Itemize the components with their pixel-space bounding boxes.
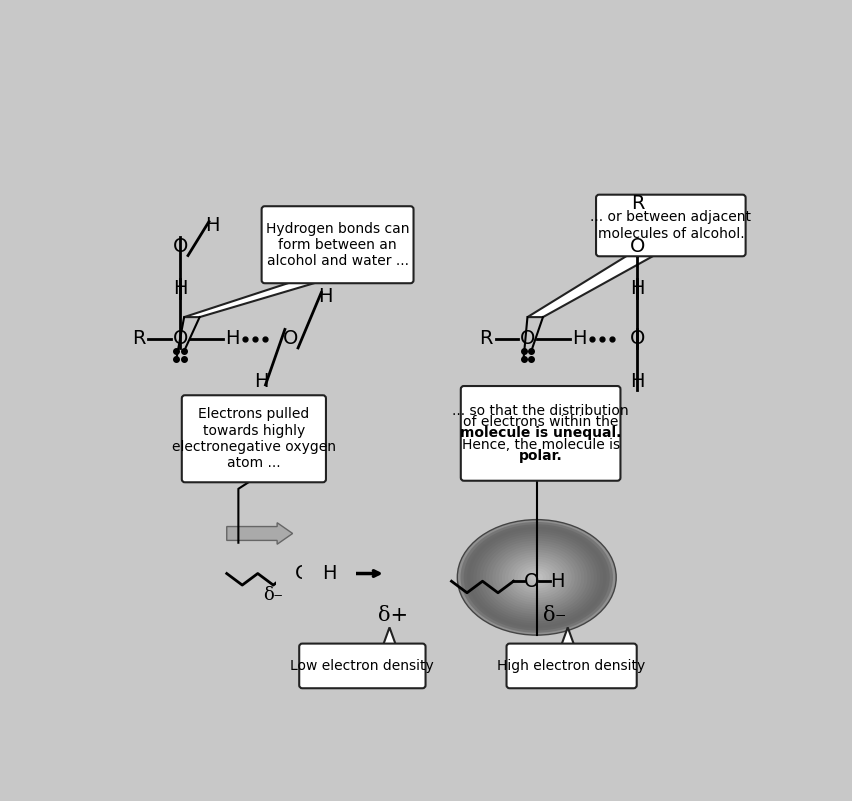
Text: Hence, the molecule is: Hence, the molecule is [461,437,619,452]
Text: δ+: δ+ [378,606,408,626]
Ellipse shape [517,564,556,591]
Text: High electron density: High electron density [497,659,645,673]
Ellipse shape [492,545,580,610]
Text: Low electron density: Low electron density [291,659,434,673]
Ellipse shape [508,557,565,598]
FancyArrow shape [227,523,292,544]
Ellipse shape [463,524,609,630]
Text: H: H [321,564,336,583]
Text: H: H [550,572,564,590]
Ellipse shape [466,526,606,628]
Text: H: H [225,329,239,348]
Text: H: H [318,287,332,306]
FancyBboxPatch shape [506,643,636,688]
Text: H: H [205,216,220,235]
Ellipse shape [514,562,558,594]
Text: O: O [295,564,310,583]
Ellipse shape [495,547,578,607]
FancyBboxPatch shape [262,206,413,284]
Ellipse shape [482,538,590,617]
Ellipse shape [457,520,615,635]
Ellipse shape [533,575,539,580]
Text: Hydrogen bonds can
form between an
alcohol and water ...: Hydrogen bonds can form between an alcoh… [266,222,409,268]
Ellipse shape [469,529,602,626]
Ellipse shape [523,568,549,586]
Text: O: O [172,237,187,256]
Text: polar.: polar. [518,449,561,463]
Ellipse shape [510,559,561,596]
Text: molecule is unequal.: molecule is unequal. [459,426,620,441]
Ellipse shape [498,549,574,605]
Ellipse shape [501,552,571,603]
FancyBboxPatch shape [596,195,745,256]
Ellipse shape [530,573,543,582]
Ellipse shape [473,531,600,623]
Polygon shape [382,627,396,646]
Text: δ–: δ– [543,606,566,626]
FancyBboxPatch shape [181,395,325,482]
Text: O: O [523,572,538,590]
Text: of electrons within the: of electrons within the [463,415,618,429]
Polygon shape [184,280,324,317]
Polygon shape [527,253,658,317]
Ellipse shape [488,543,584,612]
Polygon shape [560,627,574,646]
Text: O: O [172,329,187,348]
Ellipse shape [521,566,552,589]
Text: ... so that the distribution: ... so that the distribution [452,404,628,418]
Text: O: O [629,329,644,348]
Text: H: H [572,329,586,348]
Text: H: H [630,372,644,391]
Text: Electrons pulled
towards highly
electronegative oxygen
atom ...: Electrons pulled towards highly electron… [171,408,336,470]
Text: H: H [254,372,268,391]
Text: R: R [479,329,492,348]
Ellipse shape [527,570,545,584]
Text: O: O [282,329,297,348]
Text: R: R [132,329,146,348]
Text: δ–: δ– [263,586,283,604]
Text: ... or between adjacent
molecules of alcohol.: ... or between adjacent molecules of alc… [590,211,751,240]
FancyBboxPatch shape [460,386,619,481]
Text: H: H [173,279,187,298]
Text: R: R [630,195,643,213]
FancyBboxPatch shape [299,643,425,688]
Ellipse shape [460,522,613,633]
Text: H: H [630,279,644,298]
Text: O: O [629,237,644,256]
Ellipse shape [475,533,596,622]
Text: O: O [519,329,534,348]
Ellipse shape [486,541,587,614]
Ellipse shape [504,554,568,601]
Ellipse shape [479,536,593,619]
